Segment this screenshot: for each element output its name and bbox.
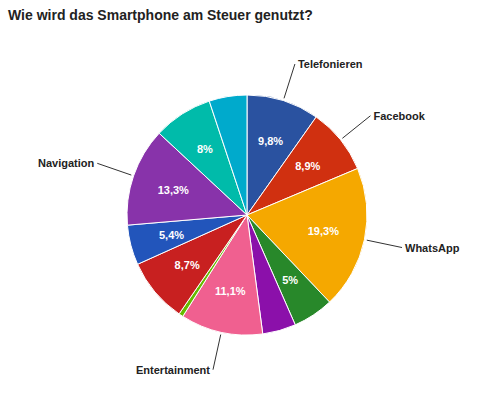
title: Wie wird das Smartphone am Steuer genutz… xyxy=(8,7,313,23)
category-label: WhatsApp xyxy=(405,242,460,254)
leader-line xyxy=(213,335,221,370)
slice xyxy=(209,95,247,215)
category-label: Facebook xyxy=(373,110,425,122)
pie xyxy=(127,95,367,335)
data-label: 8,9% xyxy=(295,160,320,172)
leader-line xyxy=(367,240,402,247)
data-label: 13,3% xyxy=(158,184,189,196)
leader-line xyxy=(97,163,131,175)
data-label: 8% xyxy=(197,143,213,155)
data-label: 9,8% xyxy=(258,135,283,147)
data-label: 8,7% xyxy=(175,259,200,271)
leader-line xyxy=(342,116,370,139)
data-label: 11,1% xyxy=(215,285,246,297)
data-label: 5% xyxy=(282,274,298,286)
category-label: Entertainment xyxy=(136,364,210,376)
leader-line xyxy=(284,64,295,98)
category-label: Navigation xyxy=(38,157,95,169)
category-label: Telefonieren xyxy=(298,58,363,70)
data-label: 5,4% xyxy=(159,229,184,241)
labels: 9,8% 8,9% 19,3% 5% 11,1% 8,7% 5,4% 13,3% 8% Telef… xyxy=(38,58,460,376)
slices xyxy=(127,95,367,335)
chart: Wie wird das Smartphone am Steuer genutz… xyxy=(0,0,495,400)
data-label: 19,3% xyxy=(308,225,339,237)
